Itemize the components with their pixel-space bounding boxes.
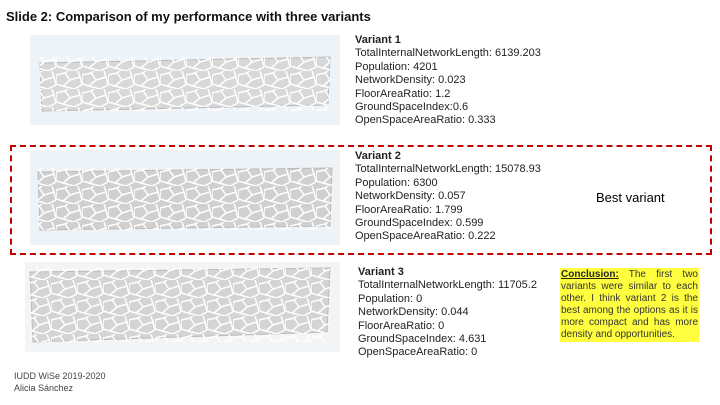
variant-name: Variant 2 — [355, 150, 401, 162]
metric: OpenSpaceAreaRatio: 0.333 — [355, 114, 496, 127]
metric: OpenSpaceAreaRatio: 0.222 — [355, 230, 496, 243]
metric: FloorAreaRatio: 1.799 — [355, 203, 463, 216]
metric: FloorAreaRatio: 0 — [358, 319, 445, 332]
metric: GroundSpaceIndex: 0.599 — [355, 217, 484, 230]
variant-info: Variant 2 TotalInternalNetworkLength: 15… — [355, 150, 541, 244]
variant-name: Variant 3 — [358, 266, 404, 278]
footer-line: IUDD WiSe 2019-2020 — [14, 371, 106, 381]
metric: GroundSpaceIndex: 4.631 — [358, 333, 487, 346]
best-label: Best variant — [596, 190, 665, 205]
conclusion-text: The first two variants were similar to e… — [561, 269, 698, 340]
metric: FloorAreaRatio: 1.2 — [355, 87, 451, 100]
metric: GroundSpaceIndex:0.6 — [355, 101, 469, 114]
metric: NetworkDensity: 0.044 — [358, 306, 469, 319]
metric: TotalInternalNetworkLength: 11705.2 — [358, 279, 537, 292]
metric: Population: 0 — [358, 292, 423, 305]
footer-line: Alicia Sánchez — [14, 383, 74, 393]
variant-image — [30, 150, 340, 245]
conclusion-label: Conclusion: — [561, 269, 619, 280]
variant-image — [25, 262, 340, 352]
metric: NetworkDensity: 0.023 — [355, 74, 466, 87]
footer: IUDD WiSe 2019-2020 Alicia Sánchez — [14, 370, 106, 394]
metric: TotalInternalNetworkLength: 15078.93 — [355, 163, 541, 176]
conclusion: Conclusion: The first two variants were … — [560, 268, 699, 342]
metric: Population: 4201 — [355, 60, 438, 73]
variant-name: Variant 1 — [355, 34, 401, 46]
metric: TotalInternalNetworkLength: 6139.203 — [355, 47, 541, 60]
variant-image — [30, 35, 340, 125]
metric: Population: 6300 — [355, 176, 438, 189]
variant-info: Variant 3 TotalInternalNetworkLength: 11… — [358, 266, 537, 360]
metric: NetworkDensity: 0.057 — [355, 190, 466, 203]
slide-title: Slide 2: Comparison of my performance wi… — [6, 9, 371, 24]
variant-info: Variant 1 TotalInternalNetworkLength: 61… — [355, 34, 541, 128]
metric: OpenSpaceAreaRatio: 0 — [358, 346, 478, 359]
highlight-box — [10, 145, 712, 255]
